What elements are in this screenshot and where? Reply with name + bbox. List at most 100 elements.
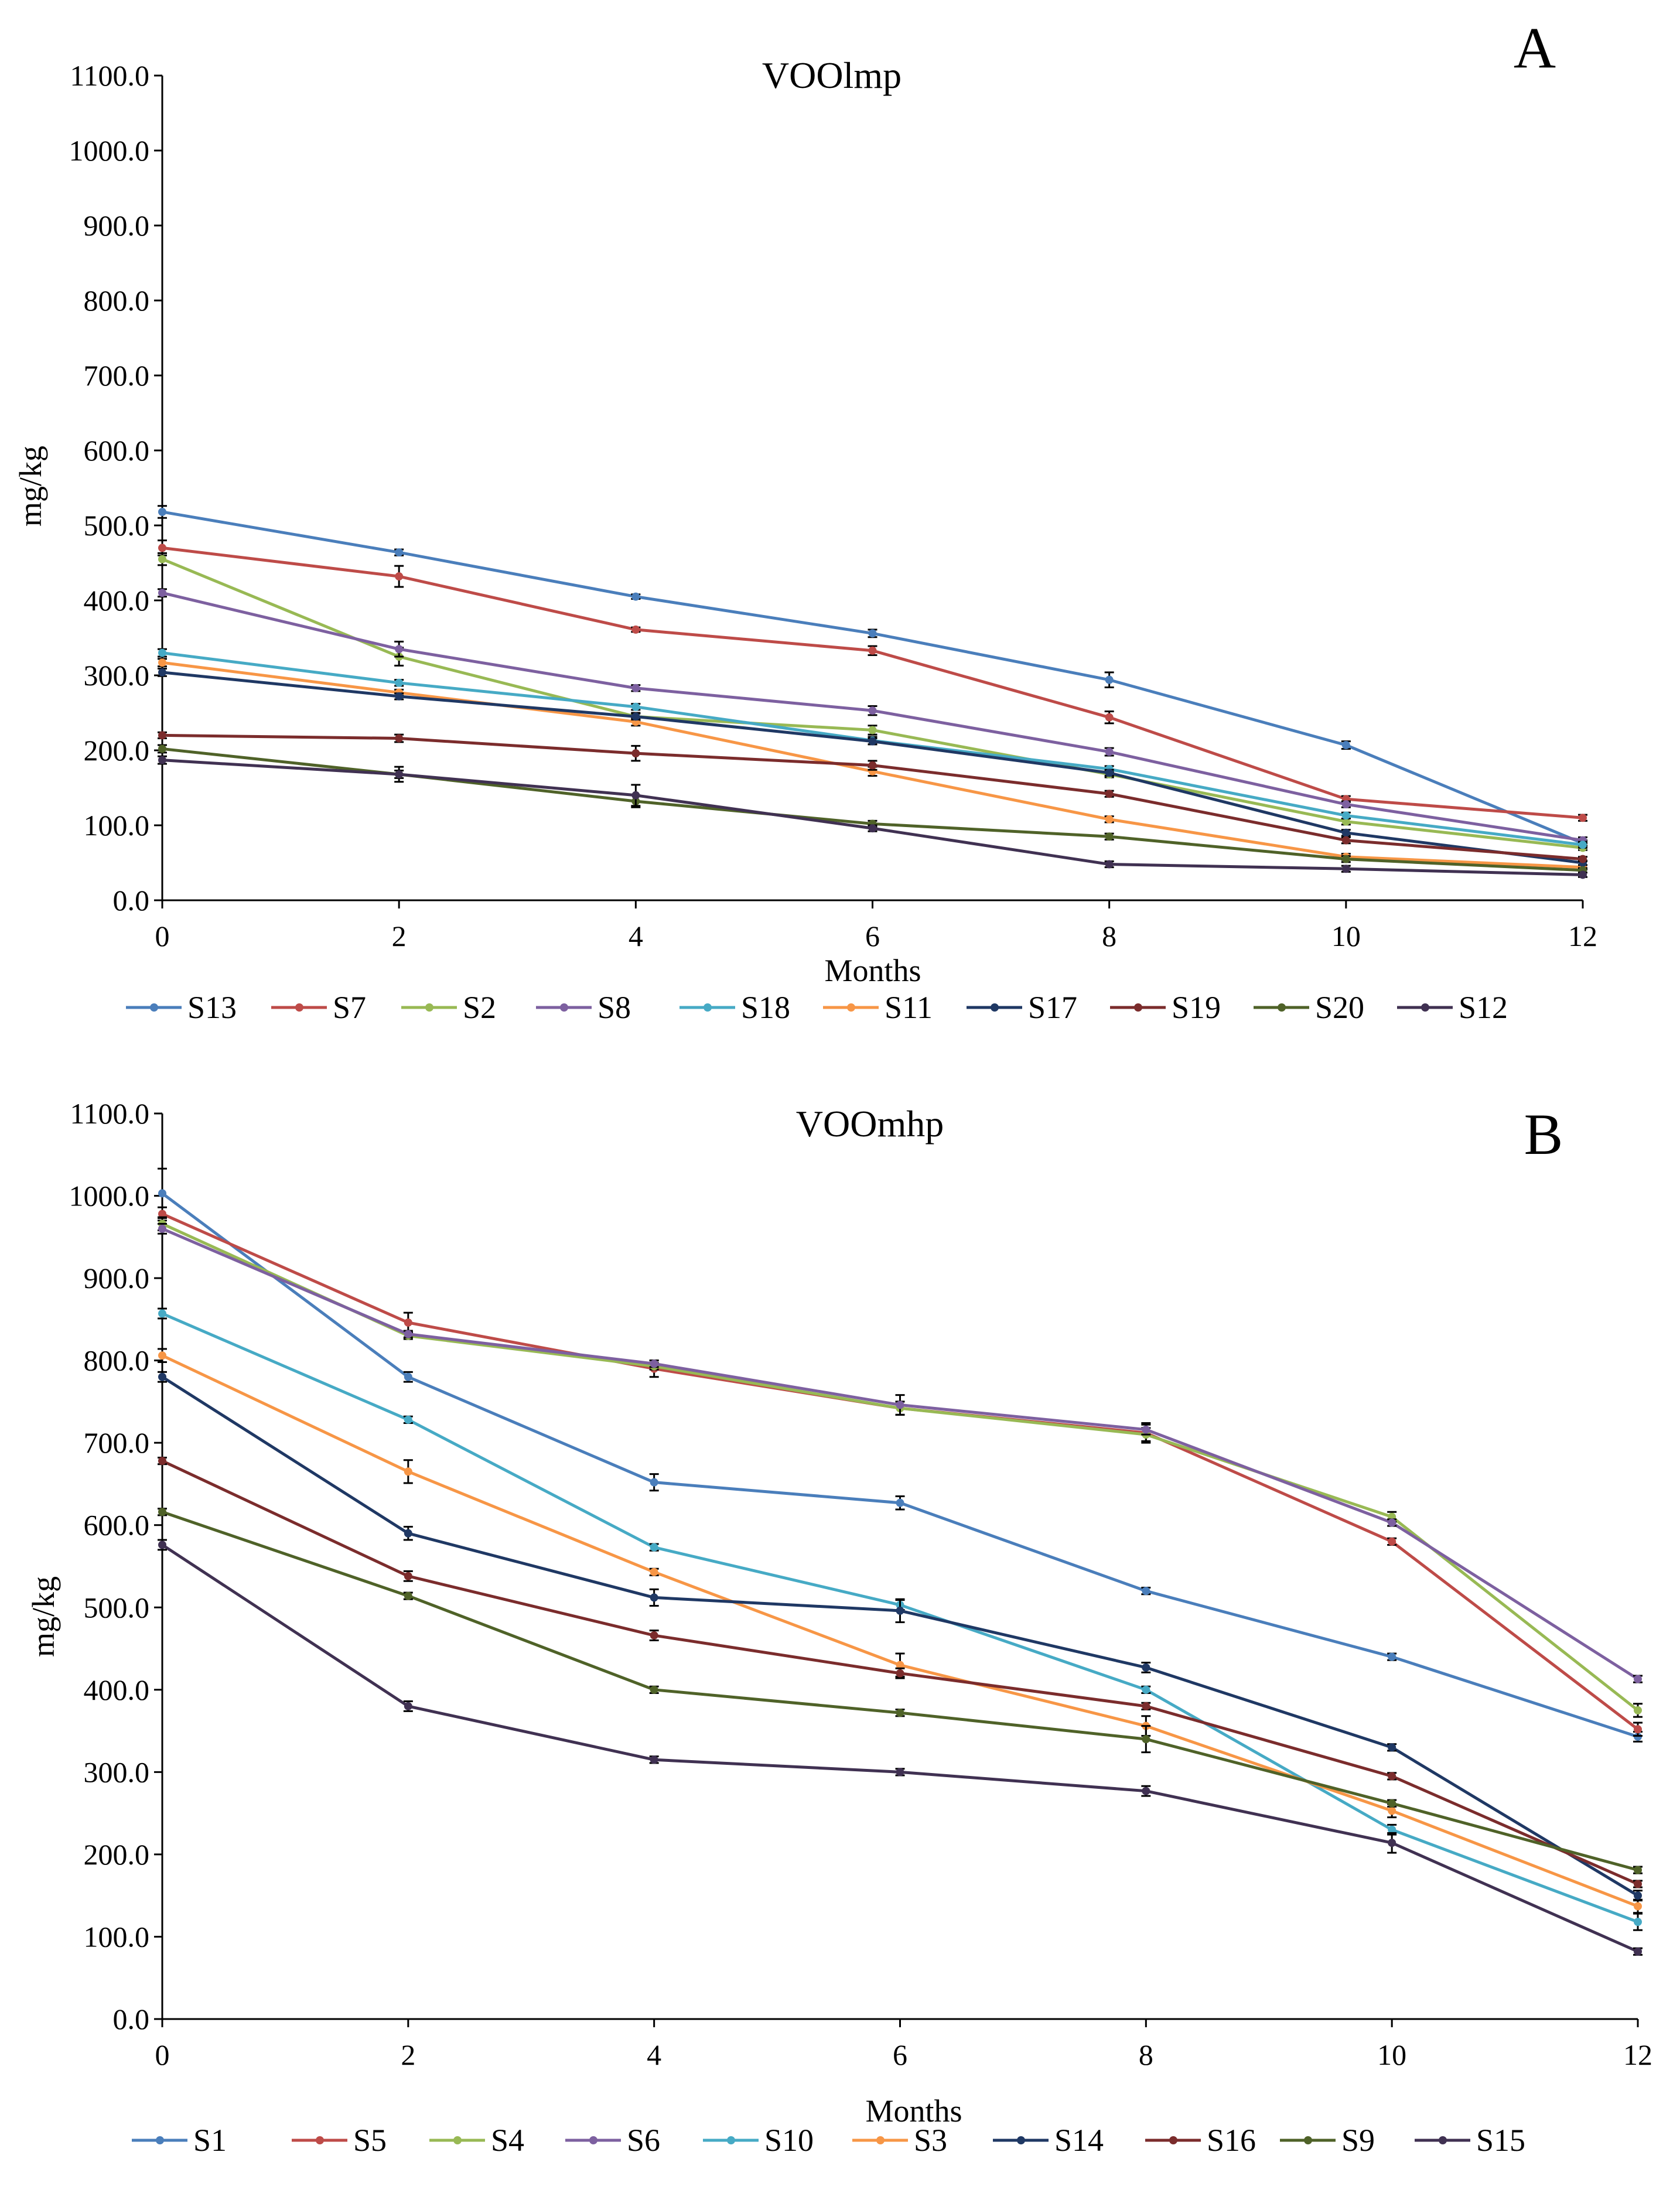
series-S9 bbox=[158, 1508, 1643, 1874]
chart-title: VOOmhp bbox=[796, 1103, 944, 1145]
legend-item-S8: S8 bbox=[536, 990, 631, 1025]
data-point bbox=[404, 1702, 412, 1710]
data-point bbox=[1579, 855, 1587, 863]
data-point bbox=[158, 1540, 166, 1549]
legend-swatch-marker bbox=[453, 2136, 462, 2144]
legend-label: S15 bbox=[1476, 2123, 1525, 2158]
data-point bbox=[158, 731, 166, 740]
data-point bbox=[404, 1529, 412, 1538]
legend-item-S19: S19 bbox=[1110, 990, 1221, 1025]
data-point bbox=[1105, 860, 1114, 869]
data-point bbox=[1142, 1702, 1150, 1710]
legend: S13 S7 S2 S8 S18 S11 S17 S19 S20 S12 bbox=[126, 990, 1508, 1025]
data-point bbox=[1388, 1518, 1396, 1527]
data-point bbox=[868, 706, 877, 715]
legend-label: S14 bbox=[1054, 2123, 1104, 2158]
series-line bbox=[161, 1212, 1639, 1731]
x-tick-label: 6 bbox=[865, 920, 880, 952]
data-point bbox=[896, 1768, 904, 1777]
chart-panel-b: VOOmhp B mg/kg Months 0.0 100.0 200.0 300.0… bbox=[26, 1097, 1652, 2158]
data-point bbox=[1142, 1425, 1150, 1434]
data-point bbox=[1388, 1772, 1396, 1781]
data-point bbox=[868, 726, 877, 735]
data-point bbox=[650, 1755, 658, 1764]
series-S18 bbox=[158, 648, 1587, 849]
x-tick-label: 4 bbox=[629, 920, 643, 952]
legend: S1 S5 S4 S6 S10 S3 S14 S16 S9 S15 bbox=[132, 2123, 1525, 2158]
data-point bbox=[868, 761, 877, 770]
data-point bbox=[1142, 1735, 1150, 1744]
data-point bbox=[404, 1415, 412, 1424]
data-point bbox=[650, 1567, 658, 1576]
data-point bbox=[1388, 1743, 1396, 1752]
y-tick-label: 200.0 bbox=[84, 1838, 150, 1871]
x-tick-label: 6 bbox=[893, 2038, 907, 2071]
legend-label: S10 bbox=[764, 2123, 814, 2158]
series-line bbox=[161, 1222, 1639, 1712]
data-point bbox=[1579, 841, 1587, 849]
legend-item-S13: S13 bbox=[126, 990, 237, 1025]
data-point bbox=[158, 756, 166, 764]
data-point bbox=[1341, 855, 1350, 863]
data-point bbox=[1142, 1663, 1150, 1672]
data-point bbox=[158, 1457, 166, 1466]
series-S8 bbox=[158, 588, 1587, 845]
x-tick-label: 12 bbox=[1623, 2038, 1652, 2071]
legend-swatch-marker bbox=[156, 2136, 164, 2144]
legend-item-S2: S2 bbox=[401, 990, 496, 1025]
legend-swatch-marker bbox=[1304, 2136, 1312, 2144]
data-point bbox=[404, 1372, 412, 1381]
x-tick-label: 8 bbox=[1102, 920, 1116, 952]
legend-swatch-marker bbox=[727, 2136, 735, 2144]
series-S15 bbox=[158, 1539, 1643, 1956]
data-point bbox=[158, 1210, 166, 1218]
data-point bbox=[631, 702, 640, 711]
x-tick-label: 4 bbox=[647, 2038, 661, 2071]
x-tick-label: 10 bbox=[1331, 920, 1361, 952]
y-tick-label: 800.0 bbox=[84, 284, 150, 317]
data-point bbox=[631, 592, 640, 601]
legend-swatch-marker bbox=[589, 2136, 597, 2144]
data-point bbox=[1105, 832, 1114, 841]
data-point bbox=[1634, 1947, 1642, 1956]
data-point bbox=[1634, 1675, 1642, 1683]
data-point bbox=[158, 544, 166, 552]
legend-label: S13 bbox=[187, 990, 237, 1025]
x-tick-label: 12 bbox=[1568, 920, 1597, 952]
data-point bbox=[1142, 1786, 1150, 1795]
legend-label: S8 bbox=[597, 990, 631, 1025]
data-point bbox=[868, 824, 877, 833]
chart-panel-a: VOOlmp A mg/kg Months 0.0 100.0 200.0 300.0… bbox=[13, 15, 1597, 1025]
data-point bbox=[1634, 1880, 1642, 1888]
data-point bbox=[158, 648, 166, 657]
y-tick-label: 900.0 bbox=[84, 1262, 150, 1294]
y-tick-label: 500.0 bbox=[84, 509, 150, 542]
x-tick-label: 2 bbox=[392, 920, 407, 952]
legend-swatch-marker bbox=[316, 2136, 324, 2144]
data-point bbox=[1341, 865, 1350, 873]
y-tick-label: 500.0 bbox=[84, 1591, 150, 1624]
legend-swatch-marker bbox=[1278, 1003, 1286, 1012]
data-point bbox=[631, 712, 640, 721]
data-point bbox=[896, 1661, 904, 1669]
x-tick-label: 0 bbox=[155, 920, 170, 952]
legend-label: S11 bbox=[885, 990, 933, 1025]
data-point bbox=[1341, 817, 1350, 826]
y-tick-label: 100.0 bbox=[84, 1920, 150, 1953]
data-point bbox=[395, 645, 404, 654]
panel-label: B bbox=[1524, 1102, 1563, 1167]
data-point bbox=[1105, 790, 1114, 798]
data-point bbox=[650, 1478, 658, 1487]
series-layer bbox=[158, 1167, 1643, 1956]
data-point bbox=[395, 770, 404, 778]
series-layer bbox=[158, 505, 1587, 879]
data-point bbox=[1388, 1537, 1396, 1546]
legend-item-S6: S6 bbox=[565, 2123, 660, 2158]
legend-label: S1 bbox=[193, 2123, 227, 2158]
data-point bbox=[158, 744, 166, 753]
legend-label: S16 bbox=[1207, 2123, 1256, 2158]
legend-label: S17 bbox=[1028, 990, 1077, 1025]
data-point bbox=[1341, 741, 1350, 750]
y-tick-label: 600.0 bbox=[84, 1509, 150, 1542]
